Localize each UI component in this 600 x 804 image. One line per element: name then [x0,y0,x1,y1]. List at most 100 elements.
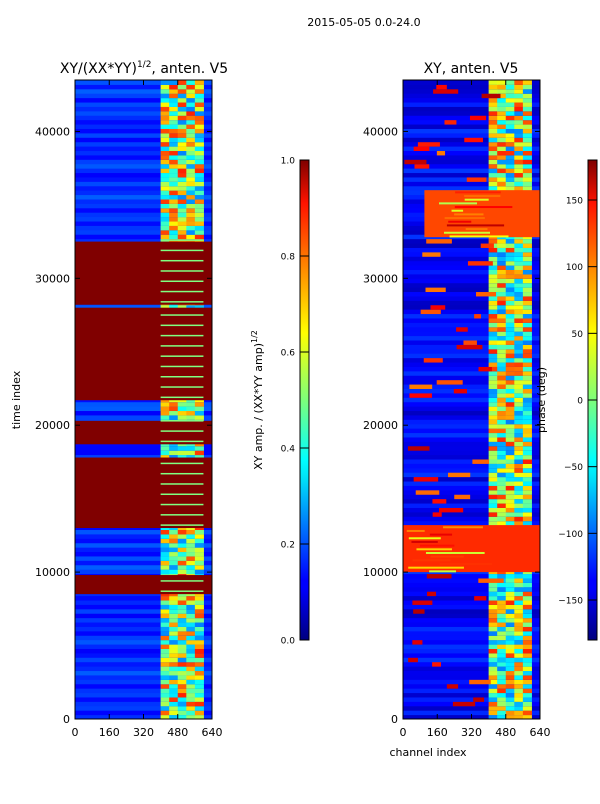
left-band-stripe [160,462,204,465]
left-heatmap-cell [169,445,179,451]
left-heatmap-row [75,190,212,196]
right-heatmap-cell [505,317,515,323]
left-band-stripe [160,440,204,443]
left-band-stripe [160,483,204,485]
left-heatmap-cell [177,216,187,222]
left-heatmap-cell [160,551,170,557]
right-heatmap-cell [497,181,507,187]
right-heatmap-cell [522,503,532,508]
left-heatmap-cell [169,622,179,627]
right-heatmap-cell [412,639,423,645]
right-heatmap-cell [488,586,498,592]
left-heatmap-cell [169,710,179,716]
right-heatmap-cell [497,679,507,685]
right-heatmap-cell [488,273,498,279]
right-heatmap-cell [497,243,507,248]
right-heatmap-row [403,582,540,588]
right-heatmap-cell [522,436,532,442]
right-heatmap-cell [514,362,524,367]
left-heatmap-row [75,670,212,676]
right-heatmap-cell [522,467,532,473]
left-y-tick-label: 20000 [35,419,70,432]
left-heatmap-cell [194,454,204,460]
left-heatmap-row [75,648,212,654]
right-heatmap-cell [413,608,425,614]
left-heatmap-row [75,172,212,178]
left-heatmap-cell [169,168,179,174]
left-heatmap-cell [169,225,179,231]
left-heatmap-cell [186,595,196,601]
right-heatmap-cell [488,613,498,619]
right-heatmap-cell [522,326,532,332]
right-heatmap-cell [488,516,498,522]
right-heatmap-cell [497,635,507,641]
right-heatmap-row [403,247,540,253]
right-heatmap-cell [497,172,507,178]
right-heatmap-cell [514,600,524,605]
right-heatmap-cell [497,586,507,592]
right-heatmap-row [403,516,540,522]
right-heatmap-cell [497,692,507,698]
right-heatmap-row [403,366,540,372]
left-heatmap-row [75,551,212,557]
right-heatmap-cell [505,163,515,169]
right-heatmap-cell [497,428,507,434]
left-heatmap-row [75,198,212,204]
right-heatmap-cell [514,326,524,332]
right-heatmap-cell [522,635,532,641]
right-heatmap-cell [505,648,515,654]
right-heatmap-cell [505,291,515,297]
right-heatmap-cell [522,388,532,394]
right-heatmap-cell [497,353,507,359]
right-heatmap-cell [505,132,515,138]
right-heatmap-cell [488,388,498,394]
right-heatmap-cell [522,586,532,592]
left-colorbar-label: XY amp. / (XX*YY amp)1/2 [250,330,265,470]
right-heatmap-cell [488,110,498,116]
right-heatmap-cell [464,137,483,143]
left-heatmap-cell [169,661,179,667]
left-x-tick-label: 640 [202,726,223,739]
left-heatmap-cell [160,692,170,698]
right-heatmap-cell [522,282,532,288]
right-heatmap-cell [497,150,507,156]
left-heatmap-cell [186,622,196,627]
left-heatmap-cell [194,154,204,160]
left-heatmap-row [75,560,212,566]
right-heatmap-cell [497,247,507,253]
right-heatmap-cell [505,622,515,627]
right-heatmap-cell [488,670,498,676]
left-heatmap-cell [160,203,170,209]
right-heatmap-cell [505,335,515,341]
right-heatmap-cell [417,141,440,147]
right-heatmap-cell [497,278,507,284]
right-heatmap-cell [505,498,515,504]
right-warm-texture [425,551,485,554]
left-heatmap-cell [177,137,187,143]
right-heatmap-cell [514,106,524,112]
right-heatmap-row [403,414,540,420]
left-heatmap-cell [177,93,187,99]
left-heatmap-cell [177,203,187,209]
right-heatmap-cell [505,573,515,579]
right-heatmap-cell [497,630,507,636]
right-x-tick-label: 640 [530,726,551,739]
right-heatmap-cell [474,313,481,319]
left-heatmap-row [75,106,212,112]
left-heatmap-cell [169,688,179,694]
right-heatmap-cell [505,172,515,178]
right-heatmap-cell [514,617,524,623]
left-heatmap-cell [194,128,204,134]
right-heatmap-cell [497,317,507,323]
left-heatmap-cell [186,701,196,707]
right-heatmap-cell [514,401,524,407]
right-heatmap-cell [522,238,532,244]
right-heatmap-cell [522,489,532,495]
right-heatmap-cell [488,269,498,275]
left-heatmap-cell [186,110,196,116]
right-heatmap-cell [497,648,507,654]
right-heatmap-cell [522,93,532,99]
left-heatmap-cell [186,652,196,658]
left-heatmap-cell [194,555,204,561]
right-heatmap-cell [488,441,498,447]
